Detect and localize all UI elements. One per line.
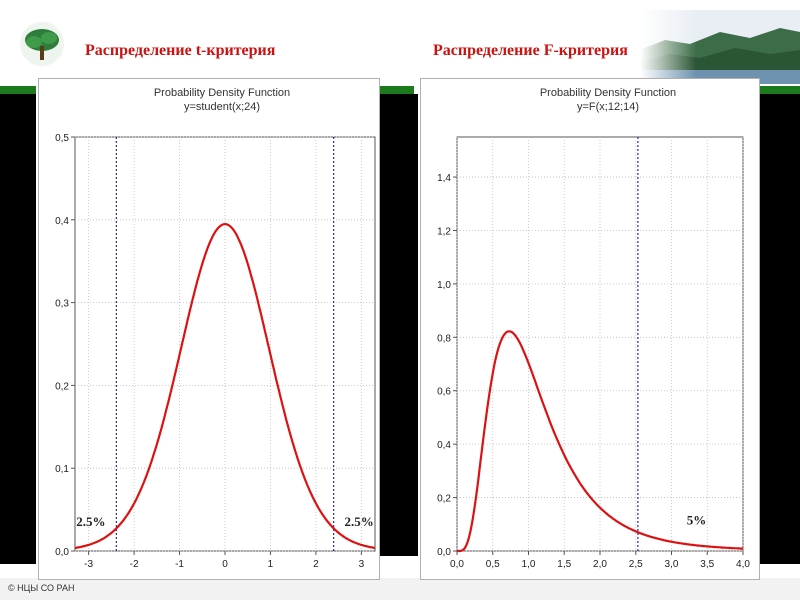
f-x-tick-label: 1,0 bbox=[522, 559, 536, 570]
landscape-decoration bbox=[640, 10, 800, 84]
t-y-tick-label: 0,4 bbox=[55, 216, 69, 227]
t-x-tick-label: 1 bbox=[268, 559, 274, 570]
t-x-tick-label: 0 bbox=[222, 559, 228, 570]
f-density-curve bbox=[457, 330, 743, 553]
f-tail-annotation: 5% bbox=[687, 512, 707, 527]
f-y-tick-label: 1,2 bbox=[437, 226, 451, 237]
f-y-tick-label: 0,2 bbox=[437, 494, 451, 505]
t-tail-annotation: 2.5% bbox=[344, 514, 373, 529]
f-chart-title: Probability Density Function bbox=[540, 87, 676, 99]
footer-copyright: © НЦЫ СО РАН bbox=[8, 583, 75, 593]
f-x-tick-label: 0,0 bbox=[450, 559, 464, 570]
t-tail-annotation: 2.5% bbox=[76, 514, 105, 529]
f-x-tick-label: 1,5 bbox=[557, 559, 571, 570]
black-panel-center bbox=[380, 94, 418, 556]
tree-logo-icon bbox=[20, 22, 64, 66]
t-distribution-chart: Probability Density Function y=student(x… bbox=[38, 78, 380, 580]
t-chart-subtitle: y=student(x;24) bbox=[184, 101, 260, 113]
f-y-tick-label: 0,0 bbox=[437, 547, 451, 558]
title-f-distribution: Распределение F-критерия bbox=[433, 42, 628, 59]
f-y-tick-label: 0,4 bbox=[437, 440, 451, 451]
f-y-tick-label: 1,0 bbox=[437, 280, 451, 291]
green-bar-center bbox=[380, 86, 414, 94]
f-x-tick-label: 3,5 bbox=[700, 559, 714, 570]
f-chart-subtitle: y=F(x;12;14) bbox=[577, 101, 639, 113]
f-y-tick-label: 1,4 bbox=[437, 173, 451, 184]
t-chart-svg: Probability Density Function y=student(x… bbox=[55, 87, 376, 570]
f-x-tick-label: 2,5 bbox=[629, 559, 643, 570]
t-x-tick-label: -3 bbox=[84, 559, 93, 570]
green-bar-right bbox=[760, 86, 800, 94]
t-x-tick-label: 3 bbox=[359, 559, 365, 570]
t-x-tick-label: -1 bbox=[175, 559, 184, 570]
f-x-tick-label: 4,0 bbox=[736, 559, 750, 570]
t-y-tick-label: 0,2 bbox=[55, 381, 69, 392]
t-x-tick-label: -2 bbox=[130, 559, 139, 570]
t-y-tick-label: 0,0 bbox=[55, 547, 69, 558]
t-density-curve bbox=[74, 222, 376, 550]
f-y-tick-label: 0,6 bbox=[437, 387, 451, 398]
f-x-tick-label: 0,5 bbox=[486, 559, 500, 570]
f-y-tick-label: 0,8 bbox=[437, 333, 451, 344]
t-y-tick-label: 0,3 bbox=[55, 299, 69, 310]
t-y-tick-label: 0,1 bbox=[55, 464, 69, 475]
green-bar-left bbox=[0, 86, 36, 94]
f-chart-svg: Probability Density Function y=F(x;12;14… bbox=[437, 87, 750, 570]
t-chart-title: Probability Density Function bbox=[154, 87, 290, 99]
t-x-tick-label: 2 bbox=[313, 559, 319, 570]
bottom-strip bbox=[0, 578, 800, 600]
f-x-tick-label: 2,0 bbox=[593, 559, 607, 570]
black-panel-right bbox=[760, 94, 800, 564]
f-x-tick-label: 3,0 bbox=[665, 559, 679, 570]
f-distribution-chart: Probability Density Function y=F(x;12;14… bbox=[420, 78, 760, 580]
title-t-distribution: Распределение t-критерия bbox=[85, 42, 276, 59]
t-y-tick-label: 0,5 bbox=[55, 133, 69, 144]
black-panel-left bbox=[0, 94, 36, 564]
